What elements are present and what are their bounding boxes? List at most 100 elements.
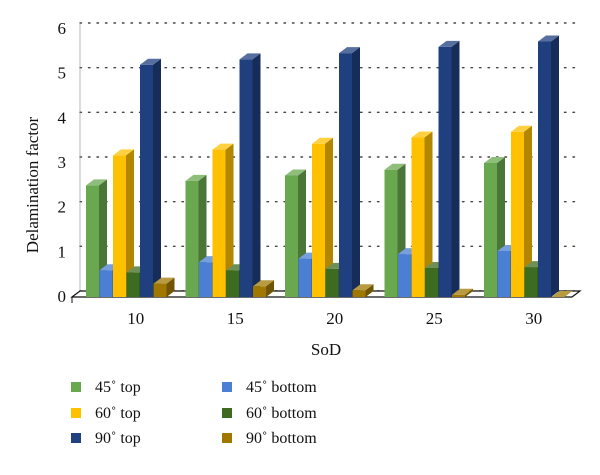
bar-front — [352, 290, 366, 297]
legend-label: 90˚ top — [95, 430, 141, 447]
legend-swatch — [71, 382, 81, 392]
bar-top — [352, 284, 374, 291]
x-tick-label: 25 — [426, 309, 443, 328]
x-tick-label: 10 — [127, 309, 144, 328]
bar-front — [398, 254, 411, 297]
bar-front — [484, 163, 497, 297]
bar — [538, 35, 559, 298]
bar-side — [325, 137, 333, 297]
bar-top — [384, 163, 406, 170]
y-tick-label: 3 — [58, 153, 67, 172]
bar-front — [452, 294, 465, 297]
bar — [212, 143, 234, 297]
bar-front — [126, 272, 140, 297]
legend-swatch — [222, 382, 232, 392]
bar-top — [86, 179, 107, 186]
y-tick-label: 4 — [58, 108, 67, 127]
legend: 45˚ top 45˚ bottom 60˚ top 60˚ bottom 90˚ to… — [71, 379, 317, 447]
x-tick-label: 15 — [227, 309, 244, 328]
bar-side — [266, 280, 274, 297]
x-tick-labels: 10 15 20 25 30 — [127, 309, 542, 328]
bar-top — [411, 131, 433, 138]
legend-item: 90˚ top — [71, 430, 141, 447]
y-tick-label: 5 — [58, 64, 67, 83]
bar-side — [153, 58, 161, 297]
legend-label: 90˚ bottom — [246, 430, 317, 447]
bar-top — [140, 58, 161, 65]
bar-front — [298, 258, 312, 297]
y-tick-label: 0 — [58, 287, 67, 306]
bar — [113, 149, 134, 297]
bar-side — [551, 35, 559, 298]
bar — [511, 125, 532, 297]
x-tick-label: 20 — [326, 309, 343, 328]
bar-front — [285, 175, 298, 297]
legend-swatch — [71, 433, 81, 443]
bar-front — [438, 46, 452, 297]
bar-front — [99, 270, 113, 297]
bar-top — [312, 137, 333, 144]
y-axis-title: Delamination factor — [23, 116, 42, 253]
legend-label: 45˚ top — [95, 379, 141, 396]
bar-front — [199, 262, 212, 297]
legend-swatch — [222, 433, 232, 443]
bar-side — [225, 143, 234, 297]
bar-top — [185, 174, 207, 181]
y-tick-label: 1 — [58, 242, 67, 261]
bar-front — [113, 155, 126, 297]
bar-front — [312, 143, 325, 297]
bar-side — [465, 288, 473, 297]
bar — [253, 280, 274, 297]
bar-front — [185, 180, 199, 297]
bar — [239, 53, 261, 297]
bar-top — [113, 149, 134, 156]
bar-front — [212, 149, 226, 297]
bar-front — [524, 267, 538, 297]
legend-swatch — [71, 408, 81, 418]
bar-front — [226, 270, 239, 297]
bar-front — [253, 286, 266, 297]
bar-top — [452, 288, 473, 295]
bar-front — [239, 59, 253, 297]
legend-item: 90˚ bottom — [222, 430, 317, 447]
bar-top — [339, 47, 360, 54]
bar — [551, 291, 573, 297]
y-tick-labels: 0 1 2 3 4 5 6 — [58, 19, 67, 306]
legend-item: 60˚ top — [71, 405, 141, 422]
legend-label: 60˚ bottom — [246, 405, 317, 422]
legend-swatch — [222, 408, 232, 418]
legend-item: 45˚ bottom — [222, 379, 317, 396]
legend-label: 60˚ top — [95, 405, 141, 422]
x-axis-title: SoD — [311, 340, 341, 359]
bar-side — [166, 277, 175, 297]
bar-side — [524, 125, 532, 297]
bar — [339, 47, 360, 298]
x-tick-label: 30 — [525, 309, 542, 328]
bar-top — [285, 169, 306, 176]
bar-side — [252, 53, 261, 297]
bar — [140, 58, 161, 297]
legend-label: 45˚ bottom — [246, 379, 317, 396]
bar-side — [365, 284, 374, 297]
bar — [352, 284, 374, 297]
bar-top — [239, 53, 261, 60]
legend-item: 45˚ top — [71, 379, 141, 396]
bar — [452, 288, 473, 297]
bar-side — [126, 149, 134, 297]
legend-item: 60˚ bottom — [222, 405, 317, 422]
bar-top — [538, 35, 559, 42]
bar-side — [424, 131, 433, 297]
bar-side — [352, 47, 360, 298]
bar-top — [484, 157, 505, 163]
bar-front — [86, 185, 99, 297]
bar-front — [339, 53, 352, 298]
y-tick-label: 2 — [58, 198, 67, 217]
bar — [153, 277, 175, 297]
bar-top — [212, 143, 234, 150]
bar-top — [153, 277, 175, 284]
bar-front — [140, 64, 153, 297]
bar — [411, 131, 433, 297]
bar-front — [538, 41, 551, 297]
bar-side — [451, 40, 460, 297]
